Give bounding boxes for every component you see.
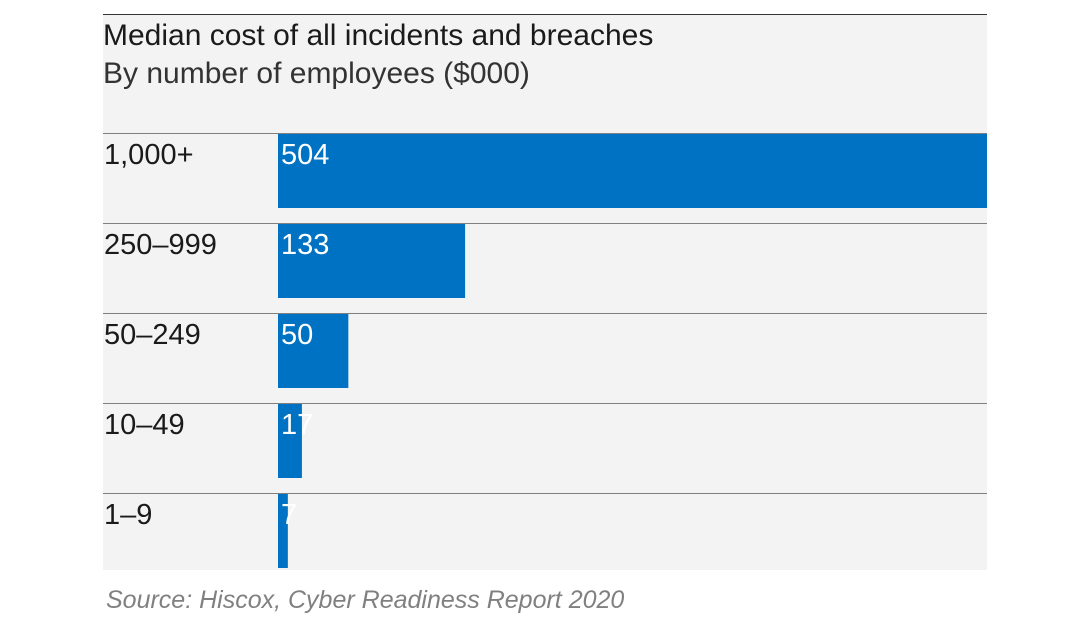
chart-source: Source: Hiscox, Cyber Readiness Report 2… xyxy=(106,586,625,614)
bar-chart: 1,000+ 504 250–999 133 50–249 50 10–49 17 1–9 7 xyxy=(103,133,987,568)
value-label-50-249: 50 xyxy=(281,319,313,351)
bar-1-9 xyxy=(278,494,288,568)
chart-title: Median cost of all incidents and breache… xyxy=(103,19,654,52)
bar-10-49 xyxy=(278,404,302,478)
value-label-1-000: 504 xyxy=(281,139,329,171)
category-label-1-9: 1–9 xyxy=(104,499,152,531)
chart-subtitle: By number of employees ($000) xyxy=(103,57,530,90)
category-label-10-49: 10–49 xyxy=(104,409,185,441)
category-label-1-000: 1,000+ xyxy=(104,139,194,171)
value-label-10-49: 17 xyxy=(281,409,313,441)
value-label-250-999: 133 xyxy=(281,229,329,261)
category-label-50-249: 50–249 xyxy=(104,319,201,351)
bar-50-249 xyxy=(278,314,349,388)
category-label-250-999: 250–999 xyxy=(104,229,217,261)
chart-panel: Median cost of all incidents and breache… xyxy=(103,14,987,570)
bar-1-000 xyxy=(278,134,987,208)
value-label-1-9: 7 xyxy=(281,499,297,531)
bar-250-999 xyxy=(278,224,466,298)
